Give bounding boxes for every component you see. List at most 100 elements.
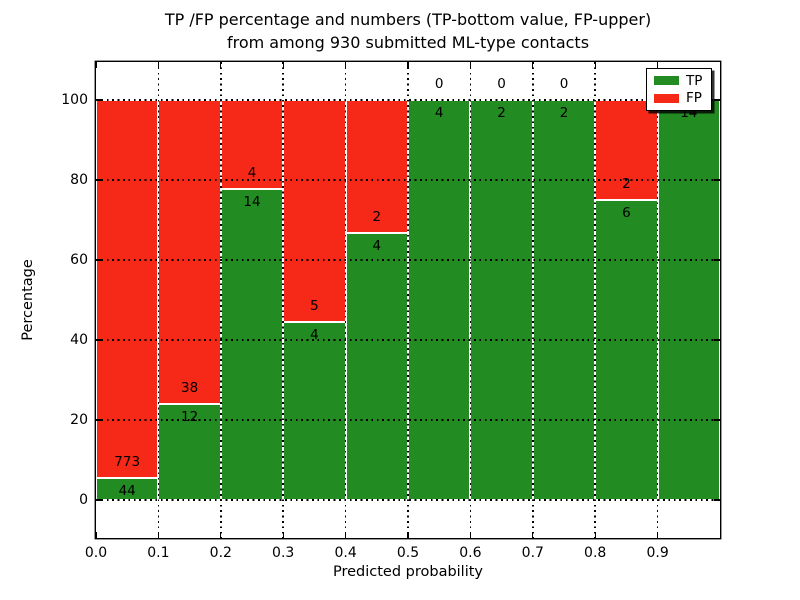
gridline-vertical (220, 62, 222, 538)
x-tick-label: 0.7 (521, 545, 544, 561)
y-tick-mark (96, 179, 102, 181)
y-tick-mark (96, 259, 102, 261)
x-tick-mark (345, 532, 347, 538)
tp-count-label: 2 (497, 105, 506, 121)
tp-bar-segment (283, 322, 346, 500)
y-tick-mark (96, 419, 102, 421)
tp-count-label: 4 (372, 238, 382, 255)
tp-color-swatch (654, 76, 679, 86)
tp-bar-segment (595, 200, 658, 500)
gridline-vertical (656, 62, 659, 538)
x-tick-label: 0.1 (147, 545, 170, 561)
fp-bar-segment (345, 100, 408, 234)
legend-entry-fp: FP (647, 91, 711, 105)
x-tick-mark (95, 532, 97, 538)
y-tick-label: 60 (70, 252, 88, 268)
x-tick-mark (282, 532, 284, 538)
fp-count-label: 0 (497, 76, 506, 92)
fp-count-label: 2 (622, 176, 631, 192)
y-tick-mark (714, 339, 720, 341)
x-tick-mark (407, 62, 409, 68)
plot-area: 773443812414542404020226014 (95, 62, 720, 538)
tp-count-label: 12 (181, 409, 199, 425)
fp-count-label: 0 (434, 76, 444, 92)
x-tick-mark (282, 62, 284, 68)
x-tick-mark (157, 62, 160, 68)
y-tick-mark (714, 419, 720, 421)
y-tick-label: 40 (70, 332, 88, 348)
y-axis-label: Percentage (20, 259, 36, 341)
x-tick-mark (657, 62, 659, 68)
x-tick-mark (345, 62, 347, 68)
gridline-vertical (282, 62, 284, 538)
fp-count-label: 773 (114, 454, 141, 471)
x-tick-mark (469, 532, 472, 538)
fp-bar-segment (96, 100, 159, 479)
tp-bar-segment (220, 188, 284, 500)
tp-count-label: 2 (559, 105, 569, 121)
x-tick-label: 0.6 (459, 545, 482, 561)
x-tick-mark (594, 62, 596, 68)
legend: TP FP (646, 68, 712, 111)
y-tick-mark (714, 259, 720, 261)
tp-bar-segment (657, 100, 720, 500)
x-tick-label: 0.4 (334, 545, 357, 561)
x-tick-mark (532, 62, 534, 68)
y-tick-label: 0 (79, 492, 88, 508)
x-tick-mark (469, 62, 472, 68)
legend-entry-tp: TP (647, 74, 711, 88)
tp-count-label: 4 (310, 327, 319, 344)
x-tick-mark (407, 532, 409, 538)
chart-title-line2: from among 930 submitted ML-type contact… (226, 33, 590, 52)
x-tick-mark (532, 532, 534, 538)
gridline-vertical (469, 62, 472, 538)
fp-count-label: 5 (310, 298, 319, 315)
x-tick-mark (220, 532, 222, 538)
legend-label-fp: FP (686, 90, 702, 107)
x-tick-mark (657, 532, 659, 538)
y-tick-mark (714, 99, 720, 101)
x-tick-mark (220, 62, 222, 68)
x-tick-label: 0.8 (584, 545, 607, 561)
gridline-vertical (407, 62, 409, 538)
gridline-vertical (532, 62, 534, 538)
fp-bar-segment (220, 100, 284, 189)
x-tick-mark (157, 532, 160, 538)
chart-title: TP /FP percentage and numbers (TP-bottom… (96, 8, 720, 54)
x-axis-label: Predicted probability (332, 564, 484, 580)
y-tick-label: 100 (61, 92, 88, 108)
tp-count-label: 44 (118, 483, 136, 500)
y-tick-mark (96, 99, 102, 101)
y-tick-mark (96, 339, 102, 341)
y-tick-mark (714, 179, 720, 181)
x-tick-mark (95, 62, 97, 68)
x-tick-label: 0.5 (396, 545, 420, 561)
gridline-vertical (157, 62, 160, 538)
legend-label-tp: TP (686, 72, 703, 89)
x-tick-label: 0.2 (209, 545, 232, 561)
fp-count-label: 4 (247, 164, 257, 181)
fp-bar-segment (158, 100, 221, 404)
y-tick-label: 80 (70, 172, 88, 188)
gridline-vertical (344, 62, 347, 538)
tp-count-label: 6 (622, 205, 631, 221)
tp-bar-segment (470, 100, 533, 500)
fp-count-label: 38 (181, 380, 199, 396)
fp-count-label: 0 (559, 76, 569, 92)
gridline-vertical (594, 62, 596, 538)
tp-count-label: 4 (434, 105, 444, 121)
x-tick-label: 0.3 (272, 545, 295, 561)
fp-color-swatch (654, 93, 679, 103)
y-tick-mark (714, 499, 720, 501)
fp-count-label: 2 (372, 209, 382, 226)
tp-count-label: 14 (243, 193, 261, 210)
chart-title-line1: TP /FP percentage and numbers (TP-bottom… (164, 10, 652, 29)
tp-bar-segment (532, 100, 596, 500)
x-tick-label: 0.0 (84, 545, 108, 561)
x-tick-label: 0.9 (646, 545, 669, 561)
tp-bar-segment (408, 100, 471, 500)
tp-bar-segment (345, 233, 408, 500)
y-tick-label: 20 (70, 412, 88, 428)
fp-bar-segment (283, 100, 346, 323)
